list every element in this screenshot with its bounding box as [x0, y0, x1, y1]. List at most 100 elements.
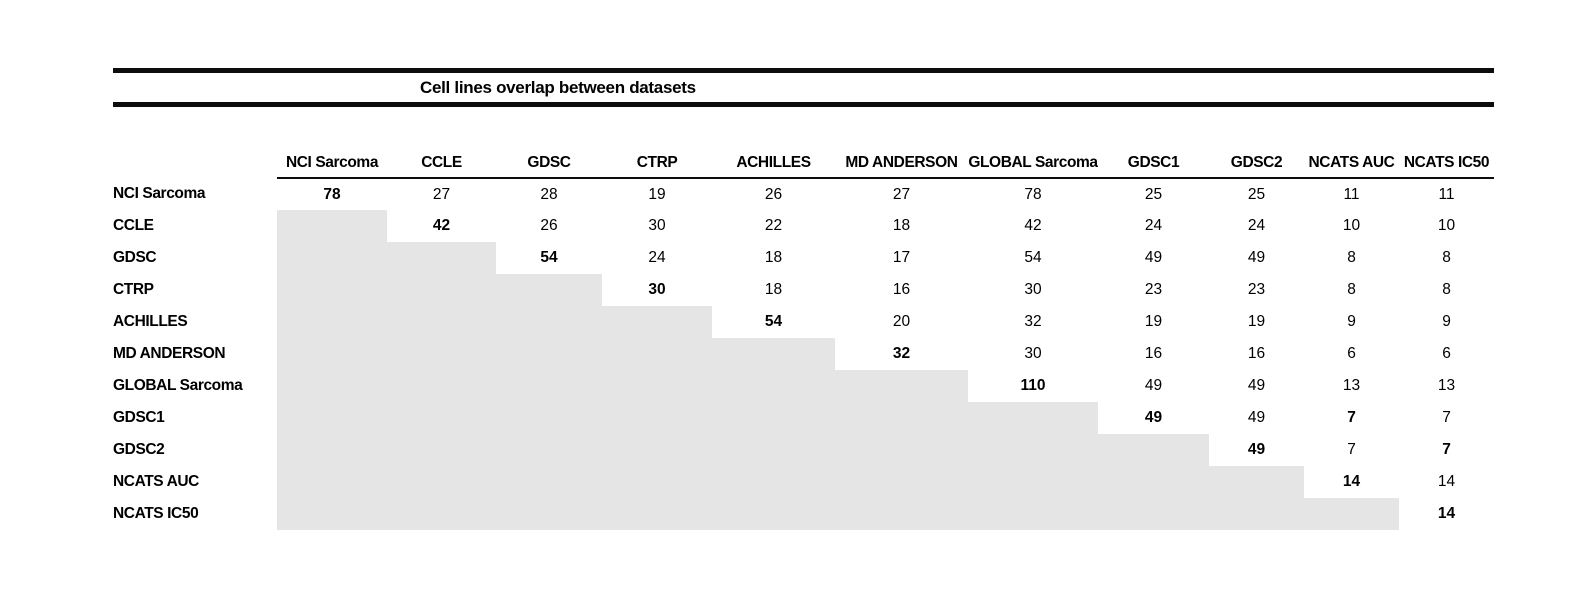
row-label-gdsc2: GDSC2: [113, 441, 165, 458]
column-header-nci-sarcoma: NCI Sarcoma: [277, 133, 387, 179]
column-header-global-sarcoma: GLOBAL Sarcoma: [968, 133, 1098, 179]
overlap-cell-ccle-x-achilles: 22: [764, 217, 783, 234]
shaded-empty-cell: [835, 498, 968, 530]
overlap-cell-achilles-x-gdsc2: 19: [1247, 313, 1266, 330]
shaded-empty-cell: [277, 306, 387, 338]
row-label-ctrp: CTRP: [113, 281, 154, 298]
overlap-cell-gdsc-x-ncats-auc: 8: [1347, 249, 1356, 266]
overlap-cell-gdsc-x-gdsc1: 49: [1144, 249, 1163, 266]
overlap-cell-achilles-x-gdsc1: 19: [1144, 313, 1163, 330]
overlap-cell-achilles-x-ncats-ic50: 9: [1442, 313, 1451, 330]
overlap-cell-ncats-auc-x-ncats-auc: 14: [1342, 473, 1361, 490]
row-label-global-sarcoma: GLOBAL Sarcoma: [113, 377, 243, 394]
shaded-empty-cell: [496, 274, 602, 306]
shaded-empty-cell: [1098, 434, 1209, 466]
table-row-gdsc2: GDSC2 49 7 7: [113, 434, 1494, 466]
overlap-cell-ccle-x-ctrp: 30: [648, 217, 666, 234]
shaded-empty-cell: [712, 370, 835, 402]
shaded-empty-cell: [387, 498, 496, 530]
table-header: NCI Sarcoma CCLE GDSC CTRP ACHILLES MD ANDERS…: [113, 133, 1494, 179]
overlap-cell-gdsc-x-gdsc2: 49: [1247, 249, 1266, 266]
shaded-empty-cell: [496, 306, 602, 338]
overlap-cell-ctrp-x-achilles: 18: [764, 281, 783, 298]
overlap-cell-global-sarcoma-x-ncats-auc: 13: [1342, 377, 1361, 394]
overlap-cell-ccle-x-md-anderson: 18: [892, 217, 911, 234]
shaded-empty-cell: [1209, 466, 1304, 498]
overlap-cell-md-anderson-x-global-sarcoma: 30: [1024, 345, 1042, 362]
shaded-empty-cell: [1098, 466, 1209, 498]
shaded-empty-cell: [712, 402, 835, 434]
shaded-empty-cell: [602, 370, 712, 402]
column-header-ccle: CCLE: [387, 133, 496, 179]
shaded-empty-cell: [968, 402, 1098, 434]
row-label-ncats-auc: NCATS AUC: [113, 473, 199, 490]
shaded-empty-cell: [968, 498, 1098, 530]
overlap-cell-gdsc-x-md-anderson: 17: [892, 249, 911, 266]
shaded-empty-cell: [277, 242, 387, 274]
overlap-cell-gdsc-x-ctrp: 24: [648, 249, 666, 266]
overlap-cell-ctrp-x-ncats-ic50: 8: [1442, 281, 1451, 298]
overlap-cell-gdsc-x-gdsc: 54: [540, 249, 558, 266]
overlap-cell-achilles-x-ncats-auc: 9: [1347, 313, 1356, 330]
overlap-cell-nci-sarcoma-x-gdsc2: 25: [1247, 185, 1266, 203]
column-header-ncats-auc: NCATS AUC: [1304, 133, 1399, 179]
column-header-ctrp: CTRP: [602, 133, 712, 179]
overlap-cell-nci-sarcoma-x-md-anderson: 27: [892, 185, 911, 203]
shaded-empty-cell: [277, 434, 387, 466]
shaded-empty-cell: [602, 306, 712, 338]
overlap-cell-ctrp-x-gdsc2: 23: [1247, 281, 1266, 298]
table-row-global-sarcoma: GLOBAL Sarcoma 110 49 49 13 13: [113, 370, 1494, 402]
shaded-empty-cell: [496, 370, 602, 402]
shaded-empty-cell: [712, 434, 835, 466]
overlap-cell-achilles-x-md-anderson: 20: [892, 313, 911, 330]
shaded-empty-cell: [712, 338, 835, 370]
shaded-empty-cell: [1098, 498, 1209, 530]
top-rule: [113, 68, 1494, 73]
overlap-cell-gdsc1-x-ncats-ic50: 7: [1442, 409, 1451, 426]
shaded-empty-cell: [277, 402, 387, 434]
table-wrap: NCI Sarcoma CCLE GDSC CTRP ACHILLES MD ANDERS…: [113, 133, 1494, 530]
shaded-empty-cell: [277, 498, 387, 530]
overlap-cell-nci-sarcoma-x-gdsc: 28: [540, 185, 558, 203]
table-row-ccle: CCLE 42 26 30 22 18 42 24 24 10 10: [113, 210, 1494, 242]
shaded-empty-cell: [496, 466, 602, 498]
column-header-md-anderson: MD ANDERSON: [835, 133, 968, 179]
shaded-empty-cell: [602, 434, 712, 466]
shaded-empty-cell: [387, 242, 496, 274]
overlap-cell-global-sarcoma-x-gdsc2: 49: [1247, 377, 1266, 394]
overlap-cell-nci-sarcoma-x-gdsc1: 25: [1144, 185, 1163, 203]
row-label-achilles: ACHILLES: [113, 313, 188, 330]
shaded-empty-cell: [602, 402, 712, 434]
table-row-gdsc: GDSC 54 24 18 17 54 49 49 8 8: [113, 242, 1494, 274]
table-row-ncats-auc: NCATS AUC 14 14: [113, 466, 1494, 498]
overlap-cell-md-anderson-x-md-anderson: 32: [892, 345, 911, 362]
shaded-empty-cell: [277, 274, 387, 306]
shaded-empty-cell: [496, 338, 602, 370]
overlap-cell-ccle-x-global-sarcoma: 42: [1024, 217, 1042, 234]
overlap-cell-nci-sarcoma-x-ccle: 27: [432, 185, 451, 203]
shaded-empty-cell: [387, 434, 496, 466]
shaded-empty-cell: [602, 466, 712, 498]
overlap-cell-ncats-ic50-x-ncats-ic50: 14: [1437, 505, 1456, 522]
overlap-cell-ctrp-x-ctrp: 30: [648, 281, 666, 298]
overlap-cell-nci-sarcoma-x-ncats-ic50: 11: [1438, 185, 1455, 203]
shaded-empty-cell: [835, 434, 968, 466]
corner-cell: [113, 133, 277, 178]
shaded-empty-cell: [968, 466, 1098, 498]
overlap-cell-md-anderson-x-ncats-ic50: 6: [1442, 345, 1451, 362]
overlap-cell-gdsc2-x-ncats-auc: 7: [1347, 441, 1356, 458]
row-label-nci-sarcoma: NCI Sarcoma: [113, 185, 206, 202]
column-header-ncats-ic50: NCATS IC50: [1399, 133, 1494, 179]
overlap-cell-ccle-x-ncats-auc: 10: [1342, 217, 1361, 234]
shaded-empty-cell: [968, 434, 1098, 466]
overlap-cell-gdsc2-x-gdsc2: 49: [1247, 441, 1266, 458]
overlap-cell-gdsc-x-achilles: 18: [764, 249, 783, 266]
shaded-empty-cell: [1304, 498, 1399, 530]
row-label-ccle: CCLE: [113, 217, 154, 234]
shaded-empty-cell: [277, 466, 387, 498]
shaded-empty-cell: [387, 338, 496, 370]
shaded-empty-cell: [712, 466, 835, 498]
overlap-cell-md-anderson-x-gdsc2: 16: [1247, 345, 1266, 362]
shaded-empty-cell: [387, 306, 496, 338]
